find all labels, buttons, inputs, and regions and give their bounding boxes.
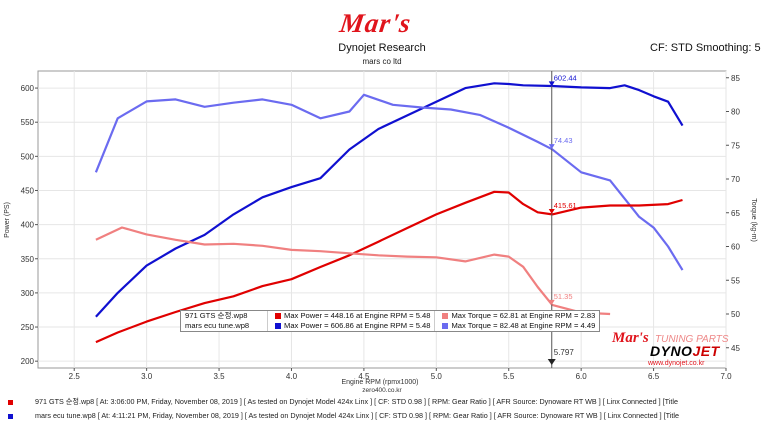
cursor-value-label: 415.61 (554, 201, 577, 210)
legend-max-torque: Max Torque = 62.81 at Engine RPM = 2.83 (434, 311, 599, 321)
series-line (95, 226, 611, 316)
mars-watermark: Mar's (612, 330, 649, 346)
run-info-text: 971 GTS 순정.wp8 [ At: 3:06:00 PM, Friday,… (35, 397, 678, 406)
left-tick-label: 350 (21, 255, 35, 264)
x-tick-label: 5.0 (431, 372, 443, 381)
x-axis-label: Engine RPM (rpmx1000) (341, 379, 418, 386)
right-tick-label: 75 (731, 141, 740, 150)
right-tick-label: 60 (731, 243, 740, 252)
right-tick-label: 70 (731, 175, 740, 184)
cursor-value-arrow-icon (548, 144, 555, 150)
x-tick-label: 7.0 (720, 372, 732, 381)
dynojet-url: www.dynojet.co.kr (648, 360, 705, 367)
legend-max-power: Max Power = 606.86 at Engine RPM = 5.48 (267, 321, 434, 331)
legend-max-torque-text: Max Torque = 82.48 at Engine RPM = 4.49 (451, 321, 596, 330)
left-tick-label: 200 (21, 357, 35, 366)
series-lines (94, 82, 684, 344)
run-color-marker (8, 413, 13, 419)
series-line (95, 82, 684, 318)
legend-max-power-text: Max Power = 448.16 at Engine RPM = 5.48 (284, 311, 431, 320)
mars-logo: Mar's (337, 8, 414, 38)
cursor-value-label: 51.35 (554, 292, 573, 301)
right-tick-label: 50 (731, 310, 740, 319)
series-line (94, 93, 684, 271)
cursor-label: 5.797 (554, 348, 575, 357)
right-axis-label: Torque (kg-m) (750, 198, 757, 242)
chart-title: Dynojet Research (338, 42, 426, 54)
tuning-parts-watermark: TUNING PARTS (655, 334, 729, 345)
legend-run-name: mars ecu tune.wp8 (185, 321, 250, 330)
legend-max-torque: Max Torque = 82.48 at Engine RPM = 4.49 (434, 321, 599, 331)
dynojet-logo-dyno: DYNO (650, 343, 693, 359)
x-tick-label: 4.5 (358, 372, 370, 381)
cursor-value-arrow-icon (548, 208, 555, 214)
x-tick-label: 5.5 (503, 372, 515, 381)
run-color-marker (8, 399, 13, 405)
torque-swatch (442, 323, 449, 329)
legend-table: 971 GTS 순정.wp8 Max Power = 448.16 at Eng… (180, 310, 601, 332)
site-credit: zero400.co.kr (362, 387, 402, 394)
cursor-value-label: 602.44 (554, 73, 577, 82)
cursor-value-label: 74.43 (554, 136, 573, 145)
x-tick-label: 3.5 (213, 372, 225, 381)
left-tick-label: 500 (21, 152, 35, 161)
run-info-row: mars ecu tune.wp8 [ At: 4:11:21 PM, Frid… (8, 411, 679, 420)
series-line (95, 190, 683, 344)
dynojet-logo: DYNOJET (650, 343, 720, 359)
run-info-text: mars ecu tune.wp8 [ At: 4:11:21 PM, Frid… (35, 411, 679, 420)
torque-swatch (442, 313, 449, 319)
left-tick-label: 250 (21, 323, 35, 332)
cursor-value-arrow-icon (548, 299, 555, 305)
legend-row: mars ecu tune.wp8 Max Power = 606.86 at … (181, 321, 599, 331)
right-tick-label: 45 (731, 344, 740, 353)
x-tick-label: 2.5 (69, 372, 81, 381)
right-tick-label: 55 (731, 276, 740, 285)
left-tick-label: 300 (21, 289, 35, 298)
legend-row: 971 GTS 순정.wp8 Max Power = 448.16 at Eng… (181, 311, 599, 321)
power-swatch (275, 323, 281, 329)
x-axis-ticks: 2.5 3.0 3.5 4.0 4.5 5.0 5.5 6.0 6.5 7.0 (69, 368, 732, 381)
right-tick-label: 85 (731, 74, 740, 83)
x-tick-label: 3.0 (141, 372, 153, 381)
left-axis-label: Power (PS) (4, 202, 11, 238)
cursor-arrow-icon (547, 359, 556, 365)
left-tick-label: 450 (21, 186, 35, 195)
right-tick-label: 80 (731, 108, 740, 117)
left-axis-ticks: 200 250 300 350 400 450 500 550 600 (21, 84, 38, 366)
run-info-row: 971 GTS 순정.wp8 [ At: 3:06:00 PM, Friday,… (8, 397, 678, 407)
chart-subtitle: mars co ltd (362, 57, 402, 66)
left-tick-label: 400 (21, 221, 35, 230)
x-tick-label: 6.5 (648, 372, 660, 381)
correction-settings: CF: STD Smoothing: 5 (650, 42, 761, 54)
legend-max-power: Max Power = 448.16 at Engine RPM = 5.48 (267, 311, 434, 321)
power-swatch (275, 313, 281, 319)
left-tick-label: 600 (21, 84, 35, 93)
legend-max-power-text: Max Power = 606.86 at Engine RPM = 5.48 (284, 321, 431, 330)
legend-max-torque-text: Max Torque = 62.81 at Engine RPM = 2.83 (451, 311, 596, 320)
cursor-value-arrow-icon (548, 81, 555, 87)
x-tick-label: 6.0 (576, 372, 588, 381)
right-tick-label: 65 (731, 209, 740, 218)
dynojet-logo-jet: JET (692, 343, 720, 359)
legend-run-name: 971 GTS 순정.wp8 (185, 311, 248, 320)
left-tick-label: 550 (21, 118, 35, 127)
right-axis-ticks: 45 50 55 60 65 70 75 80 85 (726, 74, 740, 353)
x-tick-label: 4.0 (286, 372, 298, 381)
